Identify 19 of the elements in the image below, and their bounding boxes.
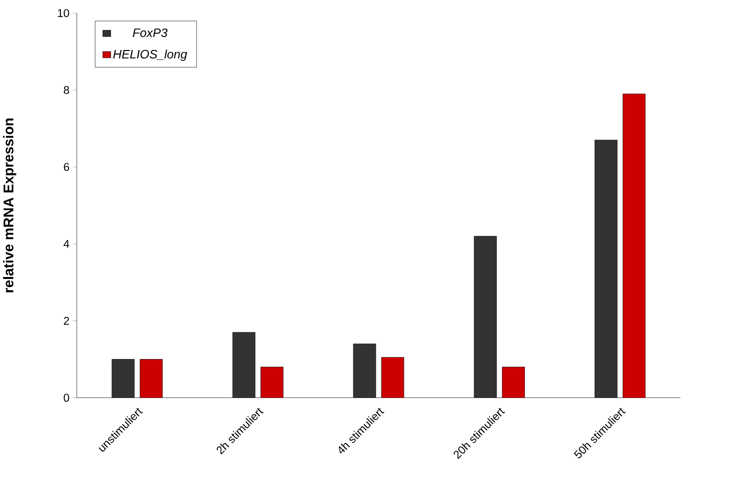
y-tick-label: 6 [64,163,70,172]
legend-label: HELIOS_long [113,50,188,62]
bar [232,332,256,398]
y-tick-label: 2 [64,317,70,325]
bar [381,358,404,398]
bar [260,367,284,398]
bar [474,236,497,398]
bar [353,344,376,398]
y-tick-label: 10 [58,9,70,18]
bar [112,359,134,398]
legend-label: FoxP3 [132,28,168,38]
y-tick-label: 4 [64,240,70,248]
y-axis-title: relative mRNA Expression [3,118,16,292]
bar [502,367,525,398]
bar [622,94,646,398]
bar [594,140,618,398]
y-tick-label: 8 [64,86,70,94]
bar [140,359,162,398]
y-tick-label: 0 [64,394,70,402]
